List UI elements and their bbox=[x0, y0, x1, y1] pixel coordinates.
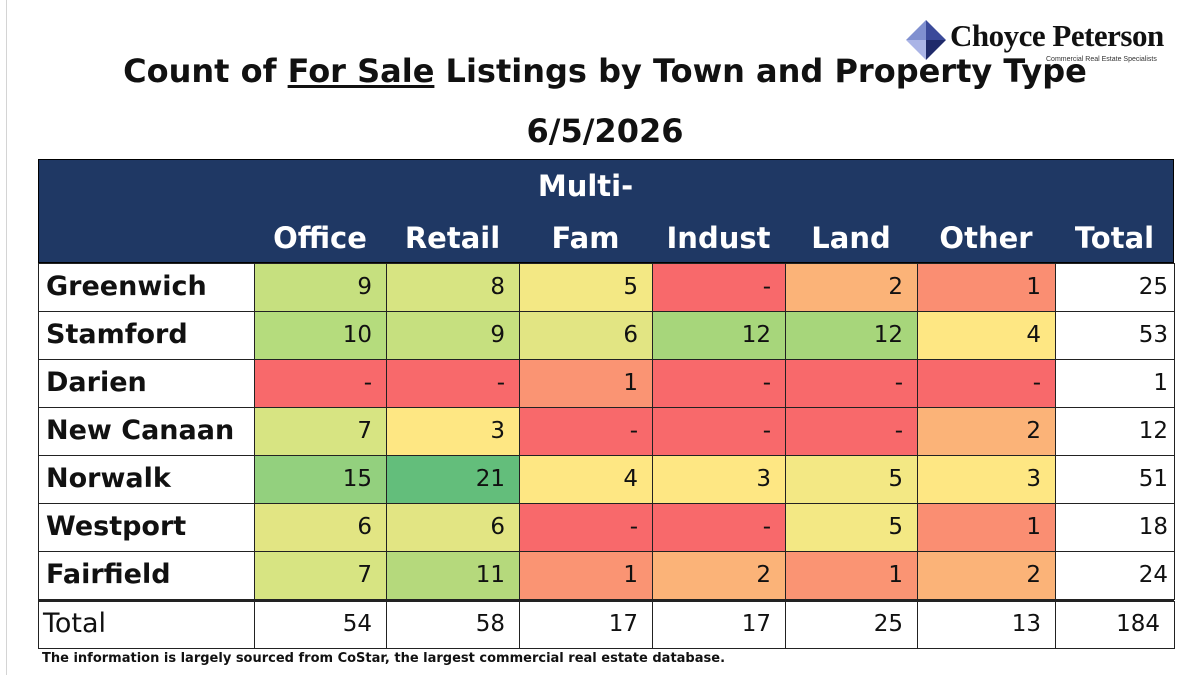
brand-name: Choyce Peterson bbox=[950, 18, 1164, 53]
row-total-cell: 12 bbox=[1055, 407, 1175, 456]
totals-label: Total bbox=[38, 601, 255, 649]
table-cell: 7 bbox=[254, 551, 387, 600]
brand-tagline: Commercial Real Estate Specialists bbox=[1046, 56, 1157, 63]
column-header-multifam: Fam bbox=[551, 221, 620, 255]
table-cell: 5 bbox=[785, 455, 918, 504]
table-cell: 21 bbox=[386, 455, 520, 504]
frame-border bbox=[6, 0, 7, 675]
column-total-cell: 184 bbox=[1055, 601, 1175, 649]
table-cell: 9 bbox=[386, 311, 520, 360]
row-total-cell: 24 bbox=[1055, 551, 1175, 600]
table-cell: 12 bbox=[785, 311, 918, 360]
table-cell: 3 bbox=[386, 407, 520, 456]
table-cell: - bbox=[785, 407, 918, 456]
table-cell: 1 bbox=[785, 551, 918, 600]
column-header-other: Other bbox=[939, 221, 1033, 255]
choyce-peterson-logo: Choyce Peterson Commercial Real Estate S… bbox=[906, 18, 1196, 70]
row-total-cell: 1 bbox=[1055, 359, 1175, 408]
table-cell: 2 bbox=[917, 407, 1056, 456]
row-label-westport: Westport bbox=[38, 503, 255, 552]
title-underlined: For Sale bbox=[287, 52, 435, 90]
column-header-retail: Retail bbox=[404, 221, 501, 255]
table-cell: 2 bbox=[917, 551, 1056, 600]
diamond-logo-icon bbox=[906, 20, 946, 60]
column-total-cell: 13 bbox=[917, 601, 1056, 649]
table-cell: 3 bbox=[652, 455, 786, 504]
table-cell: - bbox=[519, 407, 653, 456]
row-total-cell: 53 bbox=[1055, 311, 1175, 360]
table-cell: 6 bbox=[386, 503, 520, 552]
report-date: 6/5/2026 bbox=[526, 112, 684, 150]
column-total-cell: 17 bbox=[652, 601, 786, 649]
table-header bbox=[38, 159, 1174, 263]
row-total-cell: 25 bbox=[1055, 263, 1175, 312]
chart-title: Count of For Sale Listings by Town and P… bbox=[0, 52, 1200, 90]
column-header-indust: Indust bbox=[666, 221, 771, 255]
table-cell: 4 bbox=[917, 311, 1056, 360]
table-cell: 1 bbox=[917, 503, 1056, 552]
column-header-land: Land bbox=[811, 221, 891, 255]
table-cell: - bbox=[254, 359, 387, 408]
row-label-darien: Darien bbox=[38, 359, 255, 408]
column-header-total: Total bbox=[1074, 221, 1155, 255]
column-total-cell: 17 bbox=[519, 601, 653, 649]
row-total-cell: 18 bbox=[1055, 503, 1175, 552]
table-cell: 1 bbox=[519, 359, 653, 408]
totals-separator bbox=[38, 599, 1174, 601]
table-cell: 7 bbox=[254, 407, 387, 456]
title-suffix: Listings by Town and Property Type bbox=[434, 52, 1087, 90]
row-label-new-canaan: New Canaan bbox=[38, 407, 255, 456]
table-cell: 2 bbox=[652, 551, 786, 600]
table-cell: - bbox=[917, 359, 1056, 408]
table-cell: 5 bbox=[785, 503, 918, 552]
column-total-cell: 25 bbox=[785, 601, 918, 649]
table-cell: 9 bbox=[254, 263, 387, 312]
table-cell: - bbox=[519, 503, 653, 552]
row-label-norwalk: Norwalk bbox=[38, 455, 255, 504]
table-cell: 15 bbox=[254, 455, 387, 504]
table-cell: 2 bbox=[785, 263, 918, 312]
row-total-cell: 51 bbox=[1055, 455, 1175, 504]
table-cell: - bbox=[652, 263, 786, 312]
table-cell: - bbox=[386, 359, 520, 408]
table-cell: - bbox=[652, 503, 786, 552]
table-cell: - bbox=[785, 359, 918, 408]
source-note: The information is largely sourced from … bbox=[42, 651, 726, 666]
table-cell: 11 bbox=[386, 551, 520, 600]
table-cell: 8 bbox=[386, 263, 520, 312]
row-label-stamford: Stamford bbox=[38, 311, 255, 360]
table-cell: 12 bbox=[652, 311, 786, 360]
row-label-fairfield: Fairfield bbox=[38, 551, 255, 600]
table-cell: 4 bbox=[519, 455, 653, 504]
column-header-multifam-line1: Multi- bbox=[537, 169, 634, 203]
row-label-greenwich: Greenwich bbox=[38, 263, 255, 312]
table-cell: 3 bbox=[917, 455, 1056, 504]
table-cell: 1 bbox=[917, 263, 1056, 312]
column-total-cell: 58 bbox=[386, 601, 520, 649]
title-prefix: Count of bbox=[123, 52, 288, 90]
table-cell: 6 bbox=[254, 503, 387, 552]
table-cell: 10 bbox=[254, 311, 387, 360]
table-cell: - bbox=[652, 407, 786, 456]
table-cell: - bbox=[652, 359, 786, 408]
column-header-office: Office bbox=[273, 221, 367, 255]
listings-table: Office Retail Multi- Fam Indust Land Other Tota… bbox=[38, 159, 1175, 649]
column-total-cell: 54 bbox=[254, 601, 387, 649]
table-cell: 5 bbox=[519, 263, 653, 312]
table-cell: 1 bbox=[519, 551, 653, 600]
table-cell: 6 bbox=[519, 311, 653, 360]
